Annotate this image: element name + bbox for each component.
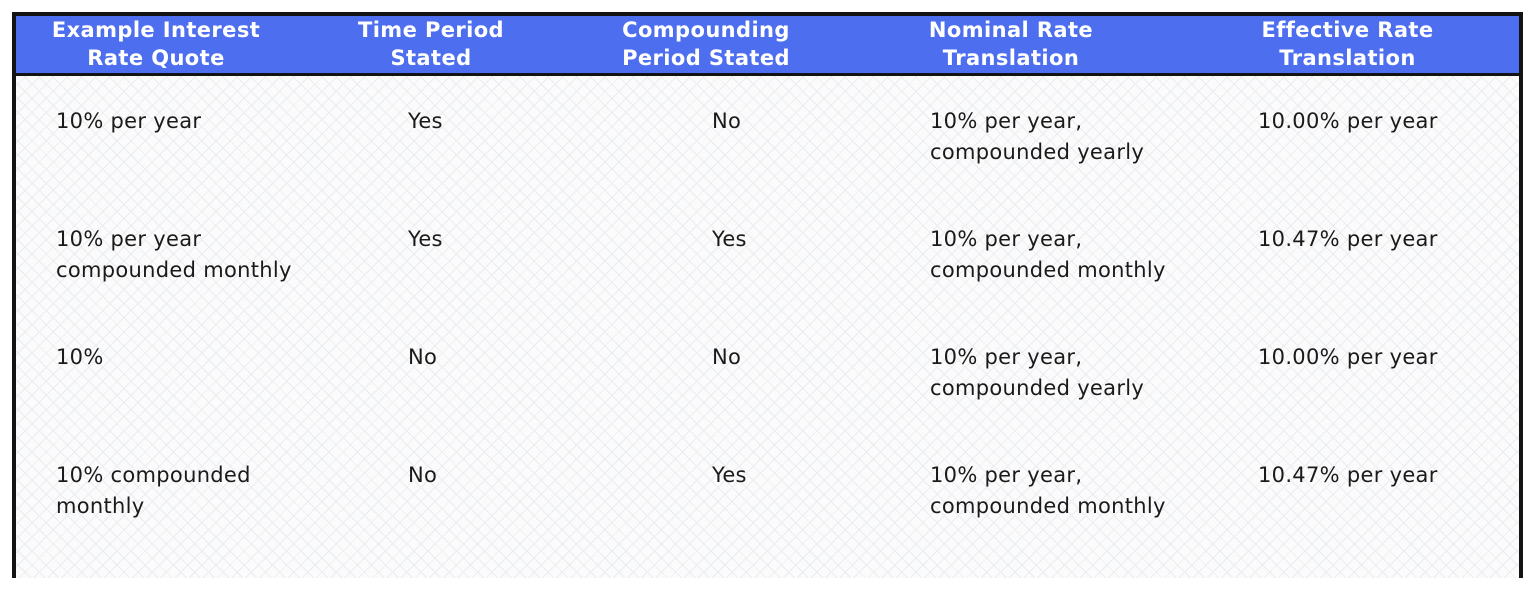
cell-nominal-rate: 10% per year, compounded monthly [930,226,1166,283]
cell-time-period: Yes [408,108,443,133]
table-body: 10% per year Yes No 10% per year, compou… [16,76,1519,578]
table-row: 10% per year compounded monthly Yes Yes … [16,224,1519,342]
interest-rate-table: Example Interest Rate Quote Time Period … [12,12,1523,578]
cell-quote: 10% [56,344,104,369]
cell-nominal-rate: 10% per year, compounded monthly [930,462,1166,519]
cell-quote: 10% compounded monthly [56,462,251,519]
cell-effective-rate: 10.47% per year [1258,226,1438,251]
cell-time-period: No [408,344,438,369]
cell-nominal-rate: 10% per year, compounded yearly [930,344,1145,401]
table-row: 10% compounded monthly No Yes 10% per ye… [16,460,1519,578]
cell-effective-rate: 10.00% per year [1258,108,1438,133]
header-effective-rate-translation: Effective Rate Translation [1261,18,1434,71]
cell-quote: 10% per year [56,108,202,133]
cell-compounding-period: Yes [712,462,747,487]
cell-compounding-period: No [712,344,742,369]
table-row: 10% No No 10% per year, compounded yearl… [16,342,1519,460]
cell-compounding-period: Yes [712,226,747,251]
cell-effective-rate: 10.00% per year [1258,344,1438,369]
table-row: 10% per year Yes No 10% per year, compou… [16,106,1519,224]
header-example-interest-rate-quote: Example Interest Rate Quote [51,18,261,71]
cell-time-period: No [408,462,438,487]
cell-compounding-period: No [712,108,742,133]
header-time-period-stated: Time Period Stated [357,18,504,71]
cell-time-period: Yes [408,226,443,251]
header-compounding-period-stated: Compounding Period Stated [622,18,790,71]
cell-nominal-rate: 10% per year, compounded yearly [930,108,1145,165]
table-header-row: Example Interest Rate Quote Time Period … [16,16,1519,76]
header-nominal-rate-translation: Nominal Rate Translation [928,18,1094,71]
cell-quote: 10% per year compounded monthly [56,226,292,283]
cell-effective-rate: 10.47% per year [1258,462,1438,487]
